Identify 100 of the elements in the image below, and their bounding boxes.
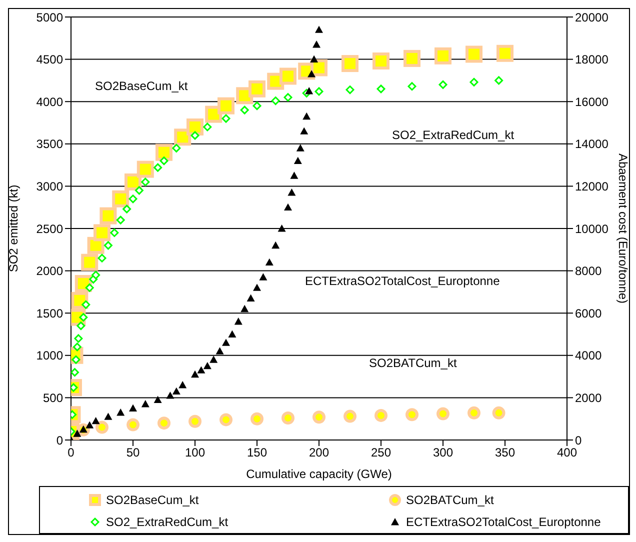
annotation: ECTExtraSO2TotalCost_Europtonne: [305, 274, 500, 288]
point: [372, 52, 390, 70]
point: [315, 26, 323, 33]
point: [81, 254, 98, 271]
x-axis-title: Cumulative capacity (GWe): [246, 467, 392, 481]
y-tick-label: 4500: [36, 52, 64, 67]
point: [282, 412, 294, 425]
y2-tick-label: 6000: [575, 306, 602, 320]
y-tick-label: 3000: [36, 179, 64, 194]
point: [128, 194, 138, 204]
point: [288, 188, 296, 196]
point: [92, 416, 100, 424]
point: [172, 387, 180, 395]
point: [154, 396, 162, 404]
point: [228, 330, 236, 338]
point: [134, 186, 144, 195]
point: [376, 84, 386, 94]
point: [104, 412, 112, 420]
point: [492, 406, 506, 420]
point: [141, 400, 150, 408]
point: [302, 112, 311, 120]
y2-tick-label: 8000: [575, 264, 602, 278]
x-tick-label: 300: [432, 446, 454, 460]
annotation: SO2_ExtraRedCum_kt: [392, 128, 515, 142]
point: [190, 131, 200, 140]
point: [197, 366, 206, 374]
point: [305, 87, 314, 94]
point: [116, 408, 125, 416]
y2-tick-label: 20000: [575, 10, 609, 24]
point: [85, 283, 94, 292]
point: [346, 86, 354, 94]
point: [166, 392, 174, 399]
point: [278, 224, 286, 232]
point: [296, 144, 304, 152]
x-tick-label: 250: [370, 446, 392, 460]
x-tick-label: 200: [308, 446, 330, 460]
y-tick-label: 2000: [36, 264, 64, 278]
point: [96, 420, 108, 434]
point: [468, 406, 480, 420]
point: [246, 294, 255, 302]
point: [136, 160, 154, 178]
point: [218, 97, 234, 114]
point: [156, 144, 172, 161]
y-tick-label: 2500: [36, 222, 64, 236]
point: [494, 76, 504, 85]
point: [116, 216, 125, 224]
point: [496, 44, 514, 62]
point: [82, 300, 90, 309]
annotation: SO2BaseCum_kt: [95, 79, 188, 94]
point: [220, 413, 232, 426]
point: [186, 118, 204, 136]
point: [265, 258, 274, 266]
y-tick-label: 4000: [36, 94, 64, 109]
point: [126, 418, 140, 432]
point: [438, 80, 448, 89]
point: [250, 412, 264, 426]
point: [71, 368, 79, 377]
point: [271, 96, 280, 106]
point: [344, 410, 356, 423]
point: [308, 70, 316, 78]
y-tick-label: 1000: [36, 348, 64, 363]
point: [312, 410, 326, 424]
point: [272, 241, 280, 249]
point: [76, 322, 86, 330]
point: [129, 404, 137, 412]
point: [240, 106, 249, 114]
point: [154, 163, 162, 172]
point: [141, 178, 150, 186]
y2-tick-label: 16000: [575, 94, 609, 109]
y2-tick-label: 18000: [575, 52, 609, 67]
point: [294, 156, 302, 164]
point: [434, 47, 452, 64]
point: [94, 224, 110, 242]
point: [216, 347, 224, 354]
point: [222, 338, 230, 346]
point: [79, 313, 88, 322]
point: [158, 416, 170, 430]
legend-label: SO2BaseCum_kt: [106, 493, 199, 507]
y-axis-title: SO2 emitted (kt): [6, 184, 20, 272]
point: [280, 68, 296, 85]
point: [191, 370, 199, 378]
point: [100, 207, 117, 224]
point: [98, 254, 106, 262]
point: [72, 342, 82, 352]
x-tick-label: 50: [126, 446, 140, 460]
legend-label: ECTExtraSO2TotalCost_Europtonne: [406, 515, 601, 529]
point: [240, 304, 249, 312]
point: [73, 430, 82, 437]
y2-tick-label: 4000: [575, 348, 602, 363]
point: [178, 381, 187, 388]
point: [203, 122, 212, 132]
point: [259, 273, 268, 280]
point: [290, 172, 298, 179]
y2-tick-label: 14000: [575, 137, 609, 152]
point: [172, 144, 181, 152]
point: [252, 102, 262, 110]
point: [234, 318, 242, 325]
point: [436, 407, 450, 420]
point: [312, 40, 321, 48]
y2-tick-label: 12000: [575, 179, 609, 194]
